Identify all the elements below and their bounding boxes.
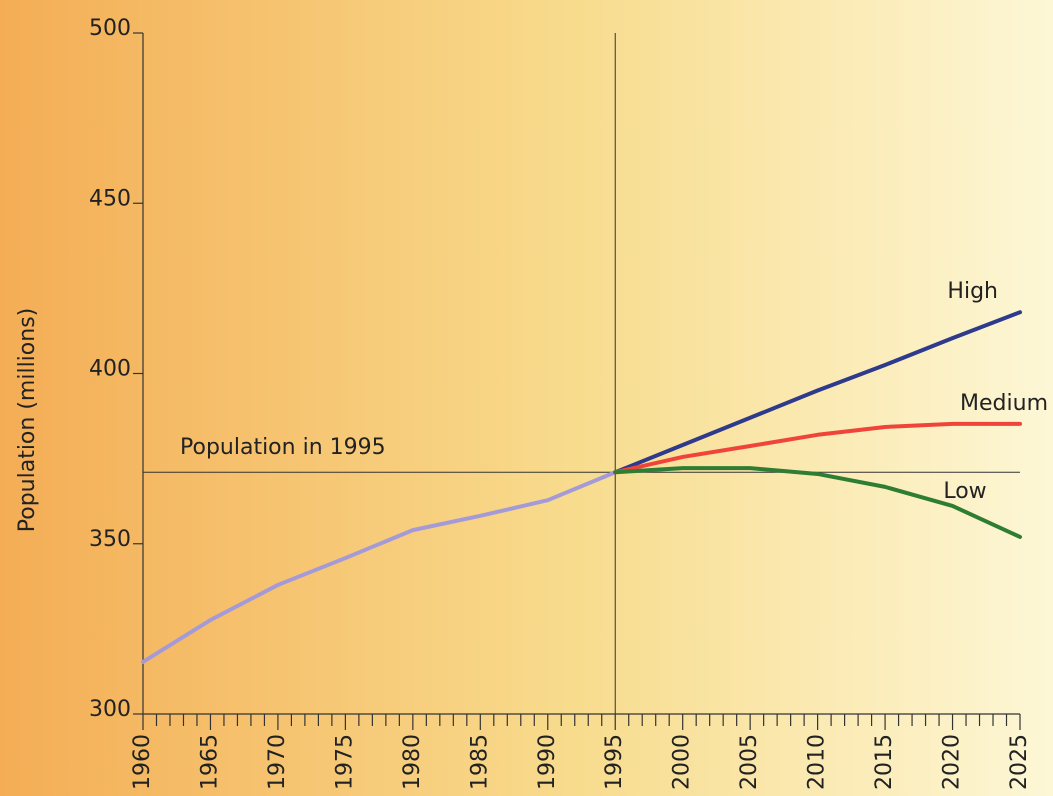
series-line — [613, 310, 1022, 475]
x-tick-label: 1975 — [332, 734, 357, 790]
series-line — [613, 421, 1022, 475]
y-tick-label: 450 — [89, 186, 131, 211]
series-label: Low — [943, 479, 986, 504]
x-tick-label: 2000 — [670, 734, 695, 790]
annotation: Population in 1995 — [180, 435, 386, 460]
y-tick-label: 350 — [89, 527, 131, 552]
x-tick-label: 1985 — [467, 734, 492, 790]
series-line — [141, 470, 618, 664]
x-tick-label: 1960 — [130, 734, 155, 790]
series-label: Medium — [960, 391, 1048, 416]
y-axis-label: Population (millions) — [15, 308, 40, 533]
x-tick-label: 2025 — [1007, 734, 1032, 790]
x-tick-label: 1980 — [400, 734, 425, 790]
x-tick-label: 1995 — [602, 734, 627, 790]
y-tick-label: 300 — [89, 697, 131, 722]
x-tick-label: 2010 — [805, 734, 830, 790]
series-line — [613, 466, 1022, 539]
x-tick-label: 2015 — [872, 734, 897, 790]
x-tick-label: 2005 — [737, 734, 762, 790]
y-tick-label: 500 — [89, 16, 131, 41]
x-tick-label: 1965 — [197, 734, 222, 790]
x-tick-label: 1990 — [535, 734, 560, 790]
x-tick-label: 1970 — [265, 734, 290, 790]
x-tick-label: 2020 — [940, 734, 965, 790]
y-tick-label: 400 — [89, 357, 131, 382]
series-label: High — [947, 279, 998, 304]
